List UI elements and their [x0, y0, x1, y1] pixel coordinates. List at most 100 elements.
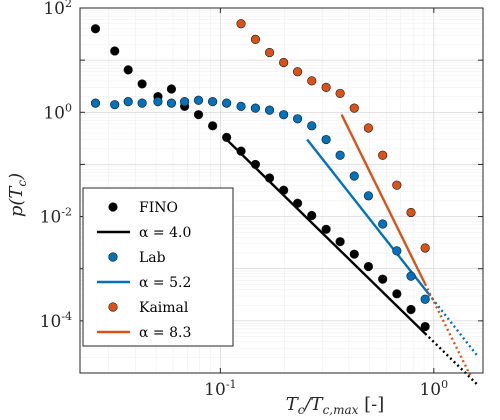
fit-lines — [225, 114, 479, 386]
data-point-kaimal — [250, 34, 261, 44]
data-point-fino — [335, 237, 345, 247]
y-axis-label-close: ) — [6, 173, 27, 181]
legend-box — [82, 187, 234, 347]
data-point-fino — [250, 159, 261, 170]
x-axis-label-unit: [-] — [358, 394, 384, 415]
data-point-lab — [321, 134, 331, 145]
data-point-lab — [236, 101, 246, 111]
x-tick-exponent: -1 — [226, 378, 237, 391]
fit-line-extrapolation — [424, 332, 479, 386]
legend-label: α = 8.3 — [139, 325, 191, 341]
legend: FINO α = 4.0 Lab α = 5.2 Kaimal α = 8.3 — [82, 187, 234, 347]
y-tick-exponent: 0 — [65, 101, 72, 114]
y-axis-label-p: p(T — [6, 185, 27, 218]
legend-label: α = 5.2 — [139, 275, 191, 291]
x-tick-labels: 10-1 100 — [204, 378, 448, 400]
y-tick-label: 102 — [43, 0, 72, 19]
data-point-lab — [222, 98, 232, 108]
data-point-fino — [110, 46, 120, 56]
data-point-lab — [110, 100, 120, 110]
fit-line-solid — [306, 138, 430, 296]
data-point-fino — [193, 110, 204, 120]
data-point-fino — [349, 249, 359, 259]
plot-frame — [79, 7, 484, 374]
data-point-lab — [392, 246, 402, 256]
data-point-fino — [264, 173, 275, 183]
data-point-kaimal — [236, 19, 246, 29]
data-point-fino — [363, 261, 374, 272]
data-point-lab — [264, 105, 275, 115]
legend-label: Lab — [139, 250, 166, 266]
y-tick-base: 10 — [40, 312, 62, 332]
data-point-lab — [193, 95, 204, 105]
data-point-lab — [292, 114, 303, 124]
data-point-kaimal — [264, 47, 275, 58]
data-point-lab — [307, 121, 317, 131]
data-point-fino — [420, 321, 430, 332]
fit-line-extrapolation — [424, 283, 472, 376]
legend-marker — [108, 252, 118, 262]
x-tick-base: 10 — [204, 380, 226, 400]
data-point-fino — [378, 274, 388, 284]
data-point-lab — [378, 219, 388, 229]
y-tick-base: 10 — [43, 103, 65, 123]
y-axis-label: p(Tc) — [6, 173, 29, 217]
data-point-lab — [420, 294, 430, 304]
data-point-lab — [153, 97, 163, 107]
fit-line-solid — [340, 114, 427, 285]
axis-ticks — [80, 7, 483, 374]
data-point-fino — [90, 24, 101, 34]
data-point-kaimal — [292, 67, 303, 77]
data-points — [90, 19, 430, 332]
legend-marker — [108, 302, 118, 312]
data-point-kaimal — [406, 207, 416, 218]
data-point-kaimal — [349, 103, 359, 113]
data-point-lab — [166, 98, 177, 108]
x-axis-label-slash: /T — [302, 394, 324, 415]
y-tick-exponent: 2 — [65, 0, 72, 10]
x-tick-label: 100 — [419, 378, 448, 400]
data-point-fino — [307, 210, 317, 221]
data-point-fino — [123, 65, 133, 75]
legend-label: α = 4.0 — [139, 225, 191, 241]
data-point-fino — [392, 289, 402, 299]
data-point-fino — [222, 132, 232, 142]
data-point-kaimal — [335, 88, 345, 99]
x-tick-label: 10-1 — [204, 378, 236, 400]
y-axis-label-sub: c — [15, 180, 29, 187]
data-point-kaimal — [363, 123, 374, 133]
data-point-lab — [90, 98, 101, 108]
data-point-kaimal — [378, 150, 388, 160]
data-point-kaimal — [420, 243, 430, 253]
legend-marker — [108, 202, 118, 212]
legend-label: FINO — [139, 200, 178, 216]
data-point-lab — [349, 171, 359, 181]
y-tick-label: 10-2 — [40, 206, 72, 228]
data-point-lab — [180, 97, 190, 107]
data-point-fino — [137, 79, 147, 89]
fit-line-extrapolation — [428, 293, 479, 357]
x-axis-label-sub: c — [298, 403, 305, 417]
data-point-kaimal — [307, 76, 317, 86]
x-tick-base: 10 — [419, 380, 441, 400]
data-point-fino — [208, 121, 218, 131]
data-point-lab — [137, 98, 147, 108]
data-point-kaimal — [392, 180, 402, 190]
legend-label: Kaimal — [139, 300, 189, 316]
data-point-fino — [279, 185, 289, 195]
x-axis-label: Tc/Tc,max [-] — [286, 394, 385, 417]
x-axis-label-T: T — [286, 394, 300, 415]
data-point-kaimal — [321, 82, 331, 93]
data-point-lab — [335, 150, 345, 160]
data-point-fino — [406, 304, 416, 315]
y-tick-label: 100 — [43, 101, 72, 123]
y-tick-base: 10 — [43, 0, 65, 19]
data-point-kaimal — [279, 57, 289, 68]
data-point-lab — [250, 103, 261, 113]
fit-line-solid — [225, 138, 427, 335]
data-point-fino — [321, 224, 331, 234]
data-point-lab — [279, 110, 289, 120]
y-tick-label: 10-4 — [40, 310, 72, 332]
y-tick-exponent: -2 — [61, 206, 72, 219]
